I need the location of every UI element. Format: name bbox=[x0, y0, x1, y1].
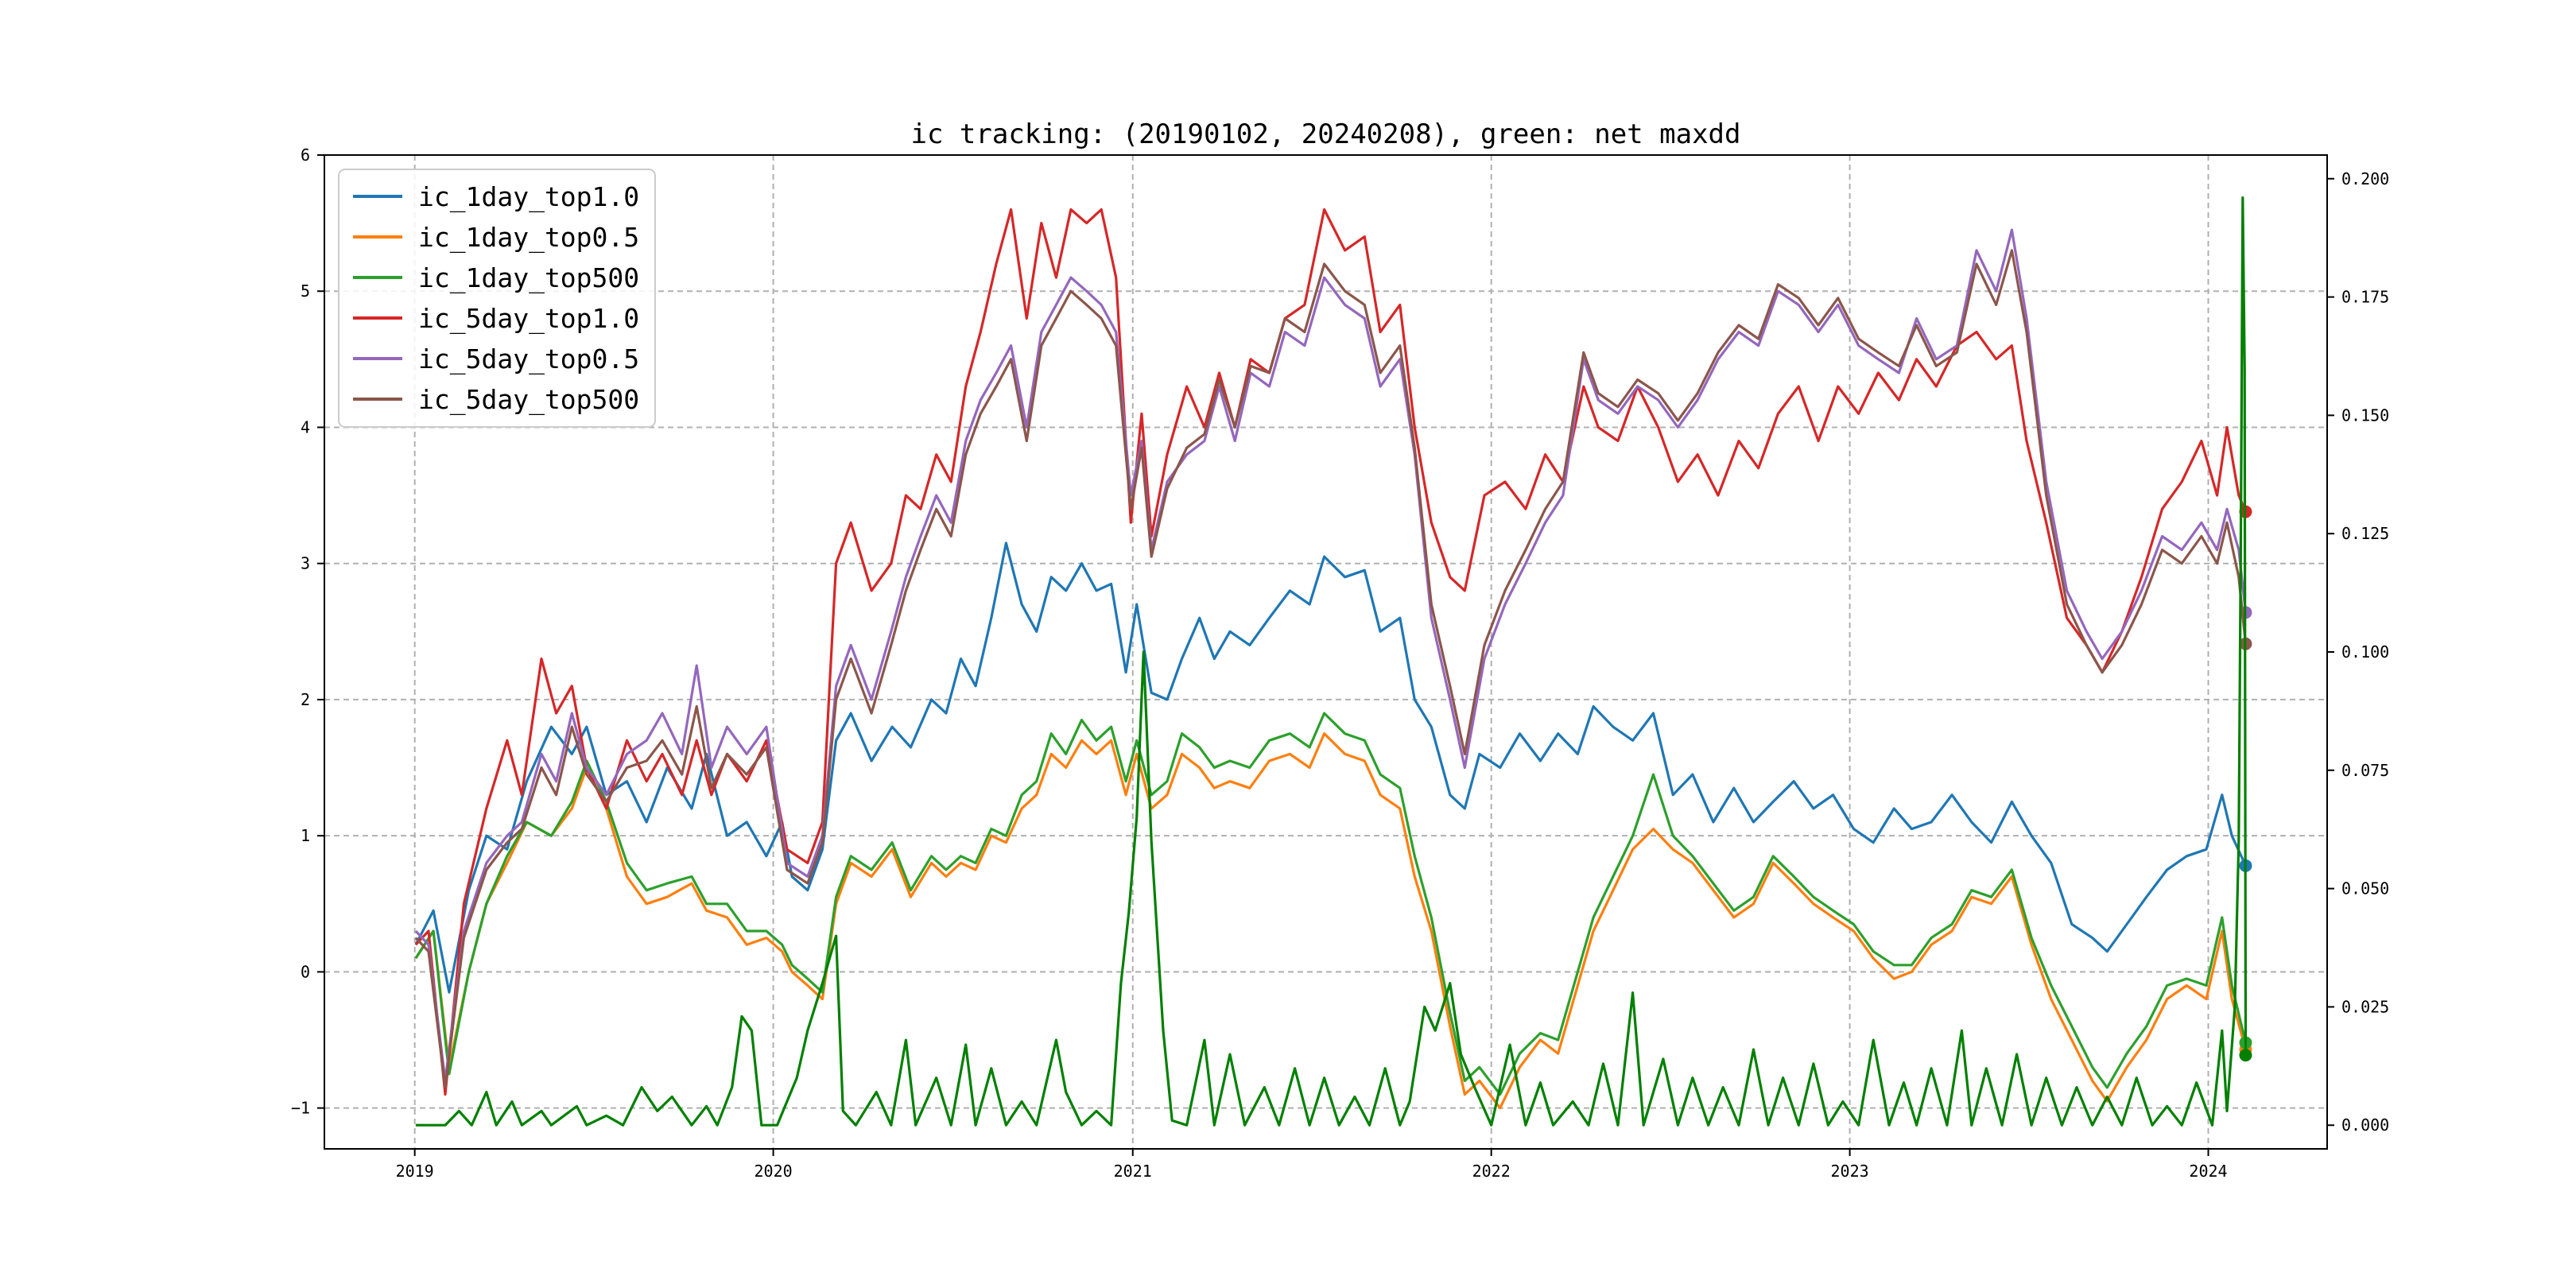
legend-box bbox=[338, 169, 656, 428]
y-right-tick-label: 0.150 bbox=[2341, 405, 2389, 425]
legend-item: ic_1day_top1.0 bbox=[353, 181, 639, 213]
series-line-ic-1day-top1-0 bbox=[414, 541, 2247, 994]
y-right-tick-label: 0.075 bbox=[2341, 761, 2389, 780]
y-left-tick-label: 4 bbox=[301, 417, 310, 436]
legend-label: ic_5day_top0.5 bbox=[418, 343, 639, 375]
y-left-tick-label: 1 bbox=[301, 826, 310, 845]
x-tick-label: 2024 bbox=[2189, 1162, 2227, 1181]
x-tick-label: 2022 bbox=[1472, 1162, 1511, 1181]
series-line-ic-1day-top500 bbox=[414, 712, 2248, 1096]
legend-label: ic_1day_top1.0 bbox=[418, 181, 639, 213]
plot-frame bbox=[324, 154, 2328, 1150]
series-lines bbox=[414, 196, 2252, 1127]
y-right-tick-label: 0.200 bbox=[2341, 169, 2389, 188]
series-line-ic-1day-top0-5 bbox=[414, 732, 2248, 1110]
x-tick-label: 2020 bbox=[754, 1162, 792, 1181]
x-tick-label: 2023 bbox=[1831, 1162, 1869, 1181]
series-endpoint-net-maxdd bbox=[2239, 1049, 2252, 1062]
legend: ic_1day_top1.0 ic_1day_top0.5 ic_1day_top5… bbox=[338, 169, 656, 428]
y-right-tick-label: 0.025 bbox=[2341, 997, 2389, 1016]
legend-item: ic_1day_top0.5 bbox=[353, 222, 639, 254]
legend-label: ic_1day_top500 bbox=[418, 262, 639, 294]
y-right-tick-label: 0.175 bbox=[2341, 288, 2389, 307]
x-tick-label: 2021 bbox=[1114, 1162, 1152, 1181]
y-right-tick-label: 0.050 bbox=[2341, 879, 2389, 898]
series-line-net-maxdd bbox=[415, 196, 2248, 1127]
y-right-tick-label: 0.125 bbox=[2341, 524, 2389, 543]
y-right-tick-label: 0.000 bbox=[2341, 1115, 2389, 1135]
legend-item: ic_5day_top500 bbox=[353, 384, 639, 416]
y-left-tick-label: 5 bbox=[301, 281, 310, 301]
legend-item: ic_5day_top0.5 bbox=[353, 343, 639, 375]
legend-item: ic_1day_top500 bbox=[353, 262, 639, 294]
x-tick-label: 2019 bbox=[396, 1162, 434, 1181]
series-line-ic-5day-top500 bbox=[414, 249, 2248, 1089]
y-left-tick-label: 0 bbox=[301, 962, 310, 981]
legend-label: ic_1day_top0.5 bbox=[418, 222, 639, 254]
legend-item: ic_5day_top1.0 bbox=[353, 303, 639, 335]
y-left-tick-label: −1 bbox=[291, 1099, 310, 1118]
y-right-tick-label: 0.100 bbox=[2341, 642, 2389, 661]
series-line-ic-5day-top0-5 bbox=[414, 228, 2248, 1083]
y-left-tick-label: 6 bbox=[301, 145, 310, 165]
y-left-tick-label: 2 bbox=[301, 690, 310, 709]
axis-ticks: 2019 2020 2021 2022 2023 2024 −1 0 1 2 3 4 5 6 0.000 0.… bbox=[291, 145, 2389, 1181]
legend-label: ic_5day_top500 bbox=[418, 384, 639, 416]
y-left-tick-label: 3 bbox=[301, 554, 310, 573]
legend-label: ic_5day_top1.0 bbox=[418, 303, 639, 335]
chart-title: ic tracking: (20190102, 20240208), green… bbox=[911, 118, 1741, 150]
